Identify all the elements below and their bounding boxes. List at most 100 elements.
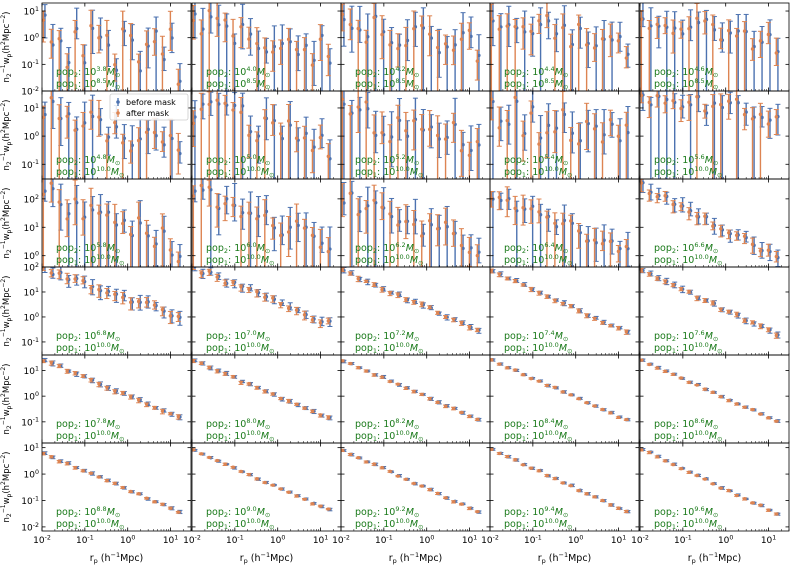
point-after-mask <box>128 395 133 399</box>
point-after-mask <box>679 204 683 208</box>
point-after-mask <box>341 12 345 17</box>
point-after-mask <box>624 330 629 334</box>
point-after-mask <box>380 205 384 210</box>
point-before-mask <box>752 44 756 49</box>
point-after-mask <box>247 287 251 291</box>
panel-annotation: pop2: 104.0M⊙pop1: 108.5M⊙ <box>206 65 270 91</box>
point-after-mask <box>89 110 93 114</box>
point-after-mask <box>160 409 165 413</box>
point-after-mask <box>97 475 101 479</box>
point-after-mask <box>529 376 533 381</box>
point-after-mask <box>176 510 181 514</box>
panel-data <box>192 179 333 267</box>
point-after-mask <box>513 206 517 211</box>
point-after-mask <box>490 358 494 362</box>
point-before-mask <box>51 99 55 104</box>
point-after-mask <box>286 399 291 403</box>
panel-data <box>490 186 631 267</box>
panel-2-1: pop2: 104.8M⊙pop1: 1010.0M⊙ <box>41 90 192 180</box>
panel-data <box>42 267 183 326</box>
point-after-mask <box>459 321 464 325</box>
point-after-mask <box>271 223 275 228</box>
point-after-mask <box>545 131 549 135</box>
point-after-mask <box>766 327 771 332</box>
point-after-mask <box>600 37 605 41</box>
point-after-mask <box>231 280 235 285</box>
point-before-mask <box>445 225 449 229</box>
point-after-mask <box>105 385 109 390</box>
point-after-mask <box>703 387 707 391</box>
point-after-mask <box>703 299 707 303</box>
point-before-mask <box>328 156 332 161</box>
point-before-mask <box>405 38 410 43</box>
panel-3-2: pop2: 106.0M⊙pop1: 1010.0M⊙ <box>191 178 342 268</box>
panel-data <box>42 4 183 91</box>
panel-annotation: pop2: 108.2M⊙pop1: 1010.0M⊙ <box>355 417 423 443</box>
point-after-mask <box>537 19 541 23</box>
panel-annotation: pop2: 105.4M⊙pop1: 1010.0M⊙ <box>504 153 572 179</box>
point-before-mask <box>523 30 527 34</box>
point-after-mask <box>616 415 621 420</box>
point-after-mask <box>451 406 456 411</box>
point-after-mask <box>49 40 53 44</box>
panel-frame <box>41 442 192 532</box>
point-before-mask <box>421 26 426 30</box>
point-after-mask <box>160 307 165 312</box>
point-after-mask <box>412 27 416 31</box>
point-before-mask <box>138 221 142 225</box>
point-after-mask <box>435 311 440 315</box>
point-after-mask <box>734 233 739 237</box>
point-after-mask <box>136 138 141 143</box>
point-after-mask <box>271 392 275 396</box>
point-before-mask <box>649 103 653 107</box>
point-after-mask <box>57 271 61 275</box>
point-before-mask <box>288 225 292 229</box>
point-before-mask <box>469 246 473 250</box>
point-before-mask <box>712 28 717 32</box>
point-after-mask <box>168 27 173 31</box>
point-before-mask <box>320 33 324 38</box>
point-before-mask <box>256 214 261 218</box>
point-after-mask <box>766 122 771 126</box>
point-after-mask <box>215 98 219 102</box>
point-after-mask <box>81 124 85 128</box>
point-after-mask <box>168 412 173 416</box>
point-before-mask <box>232 103 237 108</box>
point-after-mask <box>719 395 723 399</box>
point-after-mask <box>726 309 731 314</box>
point-after-mask <box>348 191 352 196</box>
point-before-mask <box>626 130 630 135</box>
point-after-mask <box>467 28 472 33</box>
point-before-mask <box>193 189 197 193</box>
point-before-mask <box>114 125 119 129</box>
pop1-label: pop1: 1010.0M⊙ <box>206 253 274 267</box>
point-before-mask <box>59 202 63 207</box>
point-after-mask <box>168 133 173 138</box>
point-after-mask <box>569 304 573 308</box>
point-after-mask <box>223 18 227 22</box>
panel-3-5: pop2: 106.6M⊙pop1: 1010.0M⊙ <box>639 178 790 268</box>
point-after-mask <box>569 393 573 397</box>
point-before-mask <box>217 102 221 106</box>
point-after-mask <box>356 26 360 31</box>
point-before-mask <box>328 247 332 251</box>
point-after-mask <box>42 18 46 22</box>
point-after-mask <box>105 478 109 483</box>
point-after-mask <box>215 369 219 373</box>
point-after-mask <box>65 65 69 70</box>
point-before-mask <box>296 223 300 228</box>
point-before-mask <box>538 213 543 217</box>
point-after-mask <box>176 414 181 419</box>
pop1-label: pop1: 1010.0M⊙ <box>504 253 572 267</box>
point-after-mask <box>734 97 739 101</box>
panel-annotation: pop2: 108.0M⊙pop1: 1010.0M⊙ <box>206 417 274 443</box>
point-before-mask <box>256 46 261 51</box>
point-after-mask <box>703 214 707 218</box>
point-before-mask <box>366 204 370 208</box>
point-after-mask <box>81 279 85 283</box>
point-after-mask <box>420 234 424 238</box>
point-after-mask <box>128 489 133 494</box>
point-after-mask <box>404 386 408 390</box>
point-before-mask <box>106 135 111 139</box>
point-after-mask <box>584 239 589 243</box>
